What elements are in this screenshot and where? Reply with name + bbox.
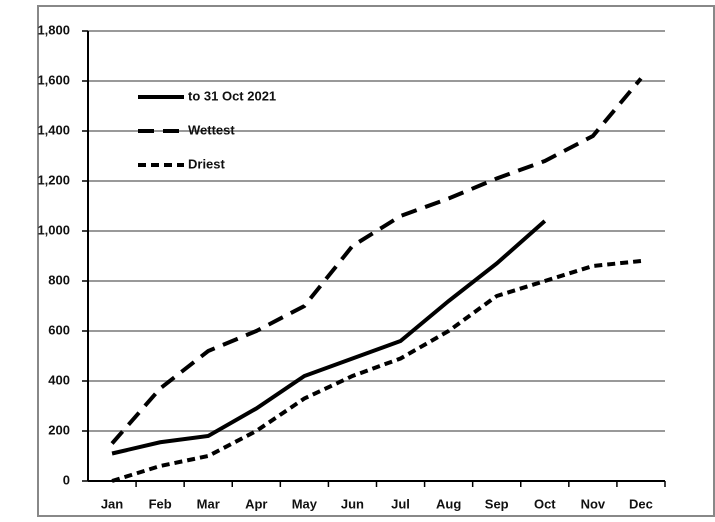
y-tick-label: 1,600 xyxy=(37,72,70,87)
y-tick-label: 1,400 xyxy=(37,122,70,137)
y-tick-label: 600 xyxy=(48,322,70,337)
chart-frame xyxy=(37,5,715,517)
x-tick-label: Mar xyxy=(197,496,220,511)
x-tick-label: Oct xyxy=(534,496,556,511)
x-tick-label: Aug xyxy=(436,496,461,511)
series-line xyxy=(110,77,643,445)
y-tick-label: 800 xyxy=(48,272,70,287)
series-line xyxy=(111,219,547,456)
legend-label: Driest xyxy=(188,156,226,171)
x-tick-label: Apr xyxy=(245,496,267,511)
x-tick-label: Feb xyxy=(149,496,172,511)
y-tick-label: 1,200 xyxy=(37,172,70,187)
legend-label: to 31 Oct 2021 xyxy=(188,88,276,103)
x-tick-label: Nov xyxy=(581,496,606,511)
y-tick-label: 0 xyxy=(63,472,70,487)
y-tick-label: 1,800 xyxy=(37,22,70,37)
x-tick-label: Jun xyxy=(341,496,364,511)
x-tick-label: Dec xyxy=(629,496,653,511)
y-tick-label: 400 xyxy=(48,372,70,387)
y-tick-label: 1,000 xyxy=(37,222,70,237)
x-tick-label: Jan xyxy=(101,496,123,511)
series-line xyxy=(111,259,642,483)
y-tick-label: 200 xyxy=(48,422,70,437)
x-tick-label: May xyxy=(292,496,318,511)
legend-label: Wettest xyxy=(188,122,235,137)
x-tick-label: Jul xyxy=(391,496,410,511)
x-tick-label: Sep xyxy=(485,496,509,511)
